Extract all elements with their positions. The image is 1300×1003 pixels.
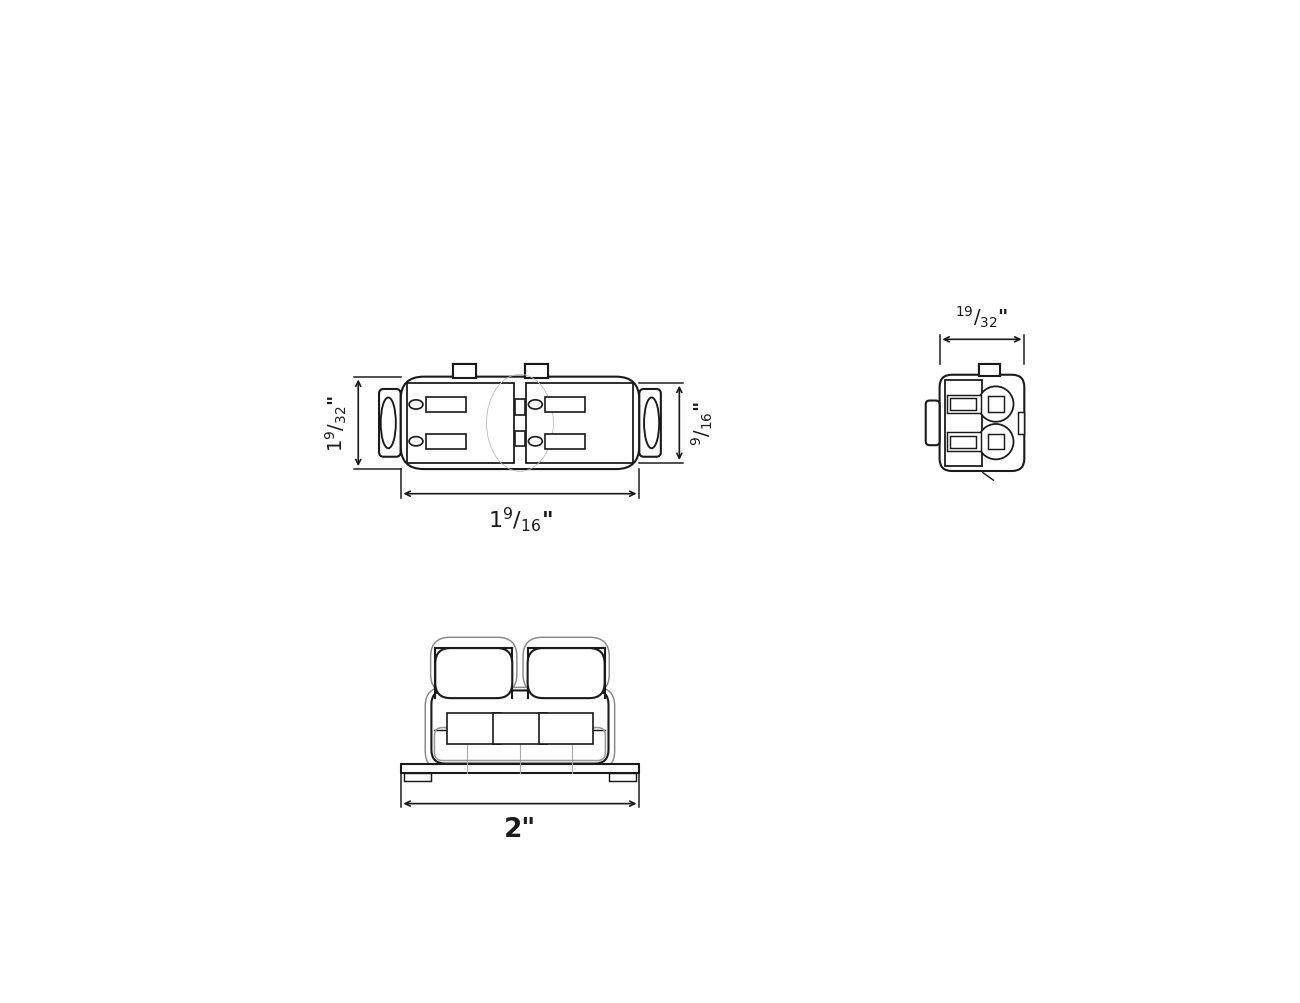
Ellipse shape [410,437,422,446]
Bar [540,713,593,744]
Bar [515,431,525,446]
Bar [949,436,976,448]
Bar [546,397,585,412]
Bar [526,383,633,463]
Bar [949,398,976,411]
Circle shape [978,424,1014,460]
Bar [407,383,514,463]
Bar [515,400,525,415]
Text: $1^{9}/_{32}$": $1^{9}/_{32}$" [324,395,348,452]
Ellipse shape [528,400,542,409]
Bar [979,365,1001,377]
Text: 2": 2" [504,816,536,843]
Text: $^{19}/_{32}$": $^{19}/_{32}$" [956,304,1009,329]
Bar [546,434,585,449]
Text: $1^{9}/_{16}$": $1^{9}/_{16}$" [488,505,552,534]
Bar [1018,412,1024,434]
FancyBboxPatch shape [528,648,605,698]
Bar [988,434,1004,450]
FancyBboxPatch shape [380,389,400,457]
Bar [946,433,980,451]
Bar [945,381,983,466]
Bar [452,365,476,379]
Bar [946,395,980,414]
Bar [608,773,636,780]
FancyBboxPatch shape [640,389,660,457]
Bar [988,397,1004,412]
Text: $^{9}/_{16}$": $^{9}/_{16}$" [690,401,715,445]
FancyBboxPatch shape [400,377,640,469]
Bar [493,713,547,744]
Ellipse shape [381,398,395,448]
Circle shape [978,387,1014,422]
Bar [404,773,432,780]
Bar [400,764,640,773]
Ellipse shape [528,437,542,446]
FancyBboxPatch shape [940,375,1024,471]
FancyBboxPatch shape [926,401,940,445]
Bar [525,365,549,379]
Bar [426,434,467,449]
Ellipse shape [644,398,659,448]
Bar [426,397,467,412]
FancyBboxPatch shape [432,691,608,764]
Ellipse shape [410,400,422,409]
Bar [447,713,501,744]
FancyBboxPatch shape [436,648,512,698]
